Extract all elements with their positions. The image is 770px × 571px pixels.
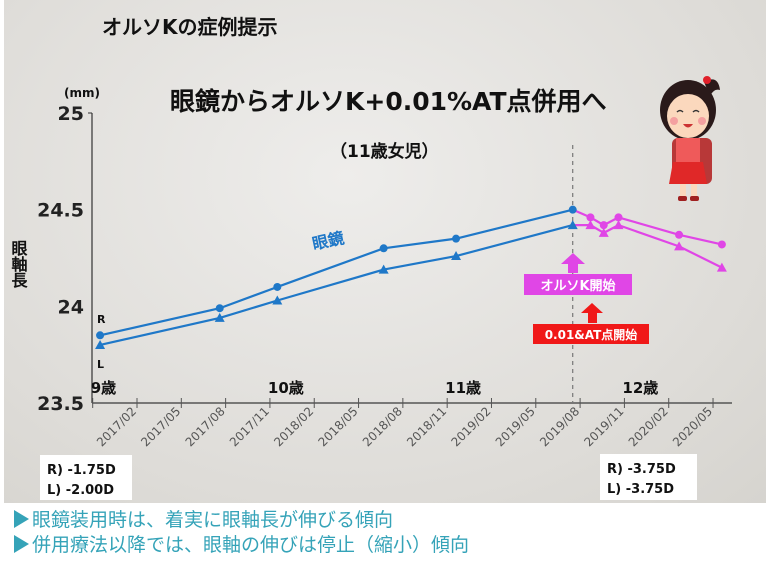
note-item: 眼鏡装用時は、着実に眼軸長が伸びる傾向 <box>14 508 469 533</box>
x-tick-label: 2020/05 <box>670 404 715 449</box>
orthok-start-annotation: オルソK開始 <box>524 253 632 295</box>
series-R-segment <box>99 307 220 337</box>
series-R-point <box>568 205 577 214</box>
series-L-point <box>585 220 596 230</box>
series-R-point <box>717 240 726 249</box>
chart-title: 眼鏡からオルソK+0.01%AT点併用へ <box>170 87 607 116</box>
x-tick-label: 2018/11 <box>404 404 449 449</box>
series-R-segment <box>455 208 573 240</box>
series-R-point <box>614 213 623 222</box>
refraction-after-box: R) -3.75D L) -3.75D <box>600 454 697 500</box>
series-R-point <box>452 234 461 243</box>
age-label: 11歳 <box>445 379 481 397</box>
series-L-point <box>567 220 578 230</box>
series-R-segment <box>219 285 278 310</box>
series-R-point <box>379 244 388 253</box>
age-label: 9歳 <box>91 379 116 397</box>
series-R-point <box>586 213 595 222</box>
age-label: 10歳 <box>268 379 304 397</box>
orthok-start-box <box>524 274 632 295</box>
orthok-start-label: オルソK開始 <box>540 278 615 294</box>
series-L-point <box>451 251 462 261</box>
atropine-start-box <box>533 324 649 344</box>
x-tick-label: 2019/08 <box>537 404 582 449</box>
slide-title: オルソKの症例提示 <box>102 15 278 39</box>
series-L-segment <box>618 224 680 248</box>
age-label: 12歳 <box>622 379 658 397</box>
y-tick-label: 24 <box>58 296 84 318</box>
refraction-after-background <box>600 454 697 500</box>
series-R-point <box>599 221 608 230</box>
series-L-segment <box>678 245 723 269</box>
y-ticks: 25 24.5 24 23.5 <box>37 103 84 415</box>
atropine-start-annotation: 0.01&AT点開始 <box>533 303 649 344</box>
chart-subtitle: （11歳女児） <box>330 141 439 162</box>
series-L-point <box>272 295 283 305</box>
eye-label-l: L <box>97 358 104 371</box>
y-tick-label: 25 <box>58 103 84 125</box>
series-L-point <box>378 264 389 274</box>
series-R-point <box>273 282 282 291</box>
series-R-point <box>215 304 224 313</box>
series-points <box>95 205 727 349</box>
series-L-point <box>674 241 685 251</box>
note-text: 眼鏡装用時は、着実に眼軸長が伸びる傾向 <box>32 509 394 531</box>
series-L-point <box>716 262 727 272</box>
x-tick-label: 2018/02 <box>271 404 316 449</box>
triangle-bullet-icon <box>14 510 29 528</box>
refraction-after-r: R) -3.75D <box>607 462 676 477</box>
series-R-segment <box>276 247 385 289</box>
series-label-glasses: 眼鏡 <box>311 228 346 253</box>
x-tick-label: 2017/05 <box>138 404 183 449</box>
axes <box>88 112 732 404</box>
refraction-before-background <box>40 455 132 500</box>
series-R-point <box>675 230 684 239</box>
x-tick-label: 2018/05 <box>316 404 361 449</box>
x-tick-label: 2017/11 <box>227 404 272 449</box>
series-L-segment <box>99 316 220 347</box>
x-tick-label: 2017/02 <box>94 404 139 449</box>
series-R-segment <box>618 216 680 236</box>
series-R-segment <box>383 237 457 250</box>
refraction-before-r: R) -1.75D <box>47 463 116 478</box>
x-tick-label: 2019/11 <box>581 404 626 449</box>
series-L-segment <box>219 299 278 319</box>
refraction-before-box: R) -1.75D L) -2.00D <box>40 455 132 500</box>
x-tick-label: 2017/08 <box>183 404 228 449</box>
series-L-point <box>214 312 225 322</box>
atropine-start-label: 0.01&AT点開始 <box>545 327 638 342</box>
x-tick-label: 2019/02 <box>448 404 493 449</box>
series-L-segment <box>455 224 573 258</box>
x-tick-label: 2018/08 <box>360 404 405 449</box>
series-L-point <box>613 220 624 230</box>
note-text: 併用療法以降では、眼軸の伸びは停止（縮小）傾向 <box>32 534 470 556</box>
y-unit: (mm) <box>64 86 100 100</box>
series-L-point <box>598 227 609 237</box>
y-tick-label: 23.5 <box>37 393 84 415</box>
series-L-point <box>95 339 106 349</box>
x-tick-label: 2020/02 <box>626 404 671 449</box>
y-tick-label: 24.5 <box>37 200 84 222</box>
series-L-segment <box>277 268 384 302</box>
refraction-before-l: L) -2.00D <box>47 483 114 498</box>
girl-illustration-icon <box>660 76 720 201</box>
triangle-bullet-icon <box>14 535 29 553</box>
age-labels: 9歳 10歳 11歳 12歳 <box>91 379 659 397</box>
series-L-segment <box>383 254 457 271</box>
y-axis-label: 眼軸長 <box>9 240 28 289</box>
eye-label-r: R <box>97 313 106 326</box>
x-tick-label: 2019/05 <box>493 404 538 449</box>
axial-length-chart: オルソKの症例提示 眼鏡からオルソK+0.01%AT点併用へ （11歳女児） (… <box>9 15 732 500</box>
series-R-segment <box>678 233 723 246</box>
refraction-after-l: L) -3.75D <box>607 482 674 497</box>
series-R-point <box>96 331 105 340</box>
up-arrow-icon <box>561 253 585 273</box>
slide: オルソKの症例提示 眼鏡からオルソK+0.01%AT点併用へ （11歳女児） (… <box>4 0 766 503</box>
up-arrow-icon <box>581 303 603 323</box>
notes: 眼鏡装用時は、着実に眼軸長が伸びる傾向 併用療法以降では、眼軸の伸びは停止（縮小… <box>14 508 469 558</box>
x-ticks: 2017/02 2017/05 2017/08 2017/11 2018/02 2018/… <box>92 398 715 449</box>
note-item: 併用療法以降では、眼軸の伸びは停止（縮小）傾向 <box>14 533 469 558</box>
